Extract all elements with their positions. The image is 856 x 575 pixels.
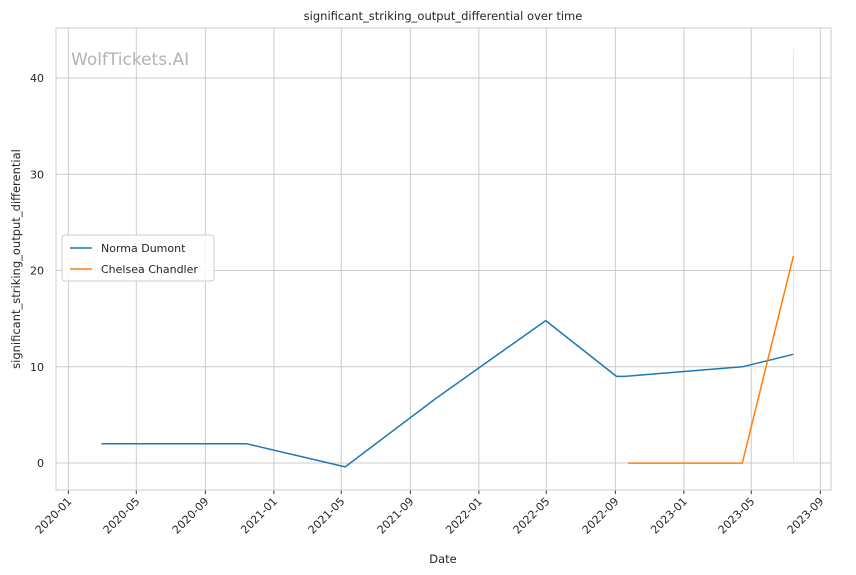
x-axis-ticks: 2020-01 2020-05 2020-09 2021-01 2021-05 2021-… xyxy=(33,490,827,537)
x-tick-label: 2023-09 xyxy=(785,495,827,537)
x-tick-label: 2023-01 xyxy=(648,495,690,537)
x-tick-label: 2023-05 xyxy=(716,495,758,537)
grid xyxy=(56,28,831,490)
y-tick-label: 20 xyxy=(30,265,44,278)
x-tick-label: 2020-01 xyxy=(33,495,75,537)
legend-label: Norma Dumont xyxy=(101,242,186,255)
y-tick-label: 10 xyxy=(30,361,44,374)
x-tick-label: 2021-09 xyxy=(375,495,417,537)
chart-title: significant_striking_output_differential… xyxy=(304,9,583,23)
y-axis-label: significant_striking_output_differential xyxy=(9,149,23,369)
series-line-2 xyxy=(628,255,795,464)
x-tick-label: 2022-05 xyxy=(511,495,553,537)
series-layer xyxy=(101,49,795,468)
x-tick-label: 2021-05 xyxy=(306,495,348,537)
x-tick-label: 2022-09 xyxy=(580,495,622,537)
y-tick-label: 0 xyxy=(37,457,44,470)
y-tick-label: 40 xyxy=(30,72,44,85)
x-tick-label: 2020-05 xyxy=(101,495,143,537)
watermark: WolfTickets.AI xyxy=(71,50,189,70)
x-tick-label: 2021-01 xyxy=(238,495,280,537)
plot-frame xyxy=(55,27,832,491)
x-tick-label: 2022-01 xyxy=(443,495,485,537)
x-axis-label: Date xyxy=(429,552,457,566)
y-tick-label: 30 xyxy=(30,168,44,181)
legend: Norma Dumont Chelsea Chandler xyxy=(61,234,215,282)
legend-label: Chelsea Chandler xyxy=(101,263,198,276)
x-tick-label: 2020-09 xyxy=(170,495,212,537)
series-line-1 xyxy=(101,319,794,468)
legend-box xyxy=(61,234,215,282)
y-axis-ticks: 0 10 20 30 40 xyxy=(30,72,44,470)
